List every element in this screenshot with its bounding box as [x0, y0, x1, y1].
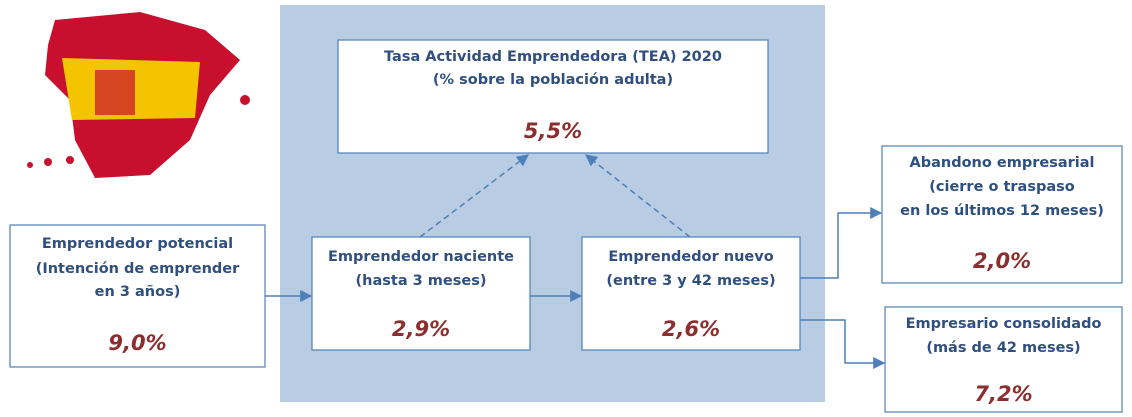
node-box	[581, 236, 801, 351]
node-label: (más de 42 meses)	[926, 340, 1080, 356]
node-label: (entre 3 y 42 meses)	[606, 273, 775, 289]
node-label: Emprendedor potencial	[42, 236, 233, 252]
node-label: (cierre o traspaso	[929, 179, 1075, 195]
node-box	[881, 145, 1123, 284]
node-value: 2,0%	[973, 249, 1031, 273]
node-label: Emprendedor naciente	[328, 249, 514, 265]
node-label: (% sobre la población adulta)	[433, 72, 673, 88]
node-label: (Intención de emprender	[36, 261, 240, 277]
node-value: 2,6%	[662, 317, 720, 341]
node-label: Abandono empresarial	[910, 155, 1095, 171]
node-label: Tasa Actividad Emprendedora (TEA) 2020	[384, 49, 722, 65]
node-value: 2,9%	[392, 317, 450, 341]
spain-map	[27, 12, 250, 178]
node-label: (hasta 3 meses)	[356, 273, 487, 289]
node-box	[311, 236, 531, 351]
node-label: en 3 años)	[95, 284, 181, 300]
node-box	[9, 224, 266, 368]
node-box	[337, 39, 769, 154]
node-value: 9,0%	[108, 331, 166, 355]
node-value: 7,2%	[974, 382, 1032, 406]
node-label: Emprendedor nuevo	[608, 249, 773, 265]
node-label: Empresario consolidado	[906, 316, 1102, 332]
node-box	[884, 306, 1123, 413]
node-label: en los últimos 12 meses)	[900, 203, 1104, 219]
arrows	[265, 154, 886, 369]
node-value: 5,5%	[524, 119, 582, 143]
